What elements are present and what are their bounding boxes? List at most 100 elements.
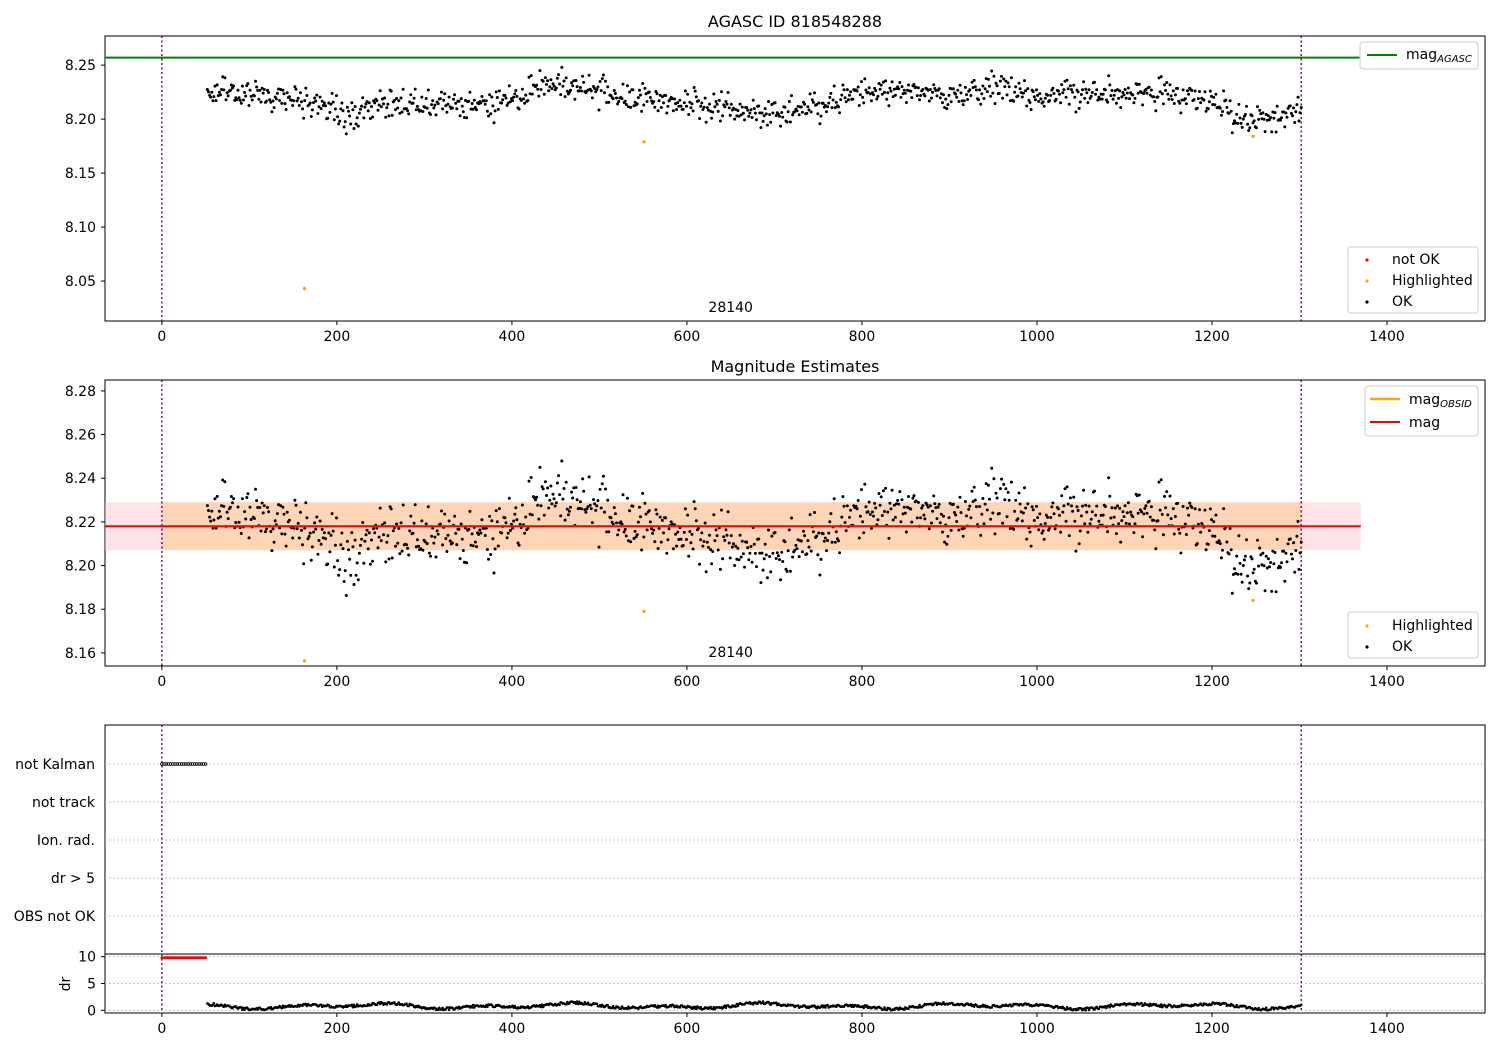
dr-point — [1299, 1003, 1303, 1007]
ok-point — [322, 531, 326, 535]
magnitude-xtick-label: 400 — [499, 674, 526, 690]
ok-point — [1108, 494, 1112, 498]
ok-point — [557, 474, 560, 478]
ok-point — [1236, 121, 1240, 125]
ok-point — [1299, 106, 1303, 109]
ok-point — [603, 510, 606, 514]
ok-point — [687, 554, 691, 558]
ok-point — [423, 540, 427, 544]
ok-point — [1247, 129, 1251, 132]
ok-point — [937, 502, 941, 506]
ok-point — [275, 512, 279, 516]
ok-point — [1257, 117, 1261, 121]
ok-point — [644, 512, 648, 516]
ok-point — [1203, 90, 1207, 94]
ok-point — [880, 92, 884, 96]
ok-point — [436, 102, 440, 106]
ok-point — [787, 528, 791, 532]
ok-point — [985, 508, 989, 512]
ok-point — [838, 111, 842, 115]
ok-point — [666, 104, 670, 108]
ok-point — [1283, 125, 1287, 129]
ok-point — [517, 107, 521, 111]
ok-point — [470, 102, 474, 105]
not-kalman-point — [179, 762, 184, 766]
ok-point — [671, 109, 675, 113]
dr-point — [578, 1000, 581, 1004]
ok-point — [506, 101, 510, 105]
ok-point — [729, 534, 733, 538]
ok-point — [915, 94, 919, 98]
ok-point — [1094, 92, 1098, 96]
ok-point — [507, 496, 511, 500]
ok-point — [1000, 477, 1003, 481]
ok-point — [1273, 551, 1277, 554]
ok-point — [1122, 515, 1126, 519]
agasc-xtick-label: 600 — [674, 329, 701, 345]
ok-point — [609, 516, 613, 520]
ok-point — [1017, 491, 1021, 495]
ok-point — [326, 562, 330, 566]
dr-point — [447, 1008, 451, 1012]
dr-point — [664, 1003, 667, 1007]
ok-point — [336, 559, 340, 563]
ok-point — [780, 550, 784, 554]
ok-point — [441, 543, 445, 547]
ok-point — [686, 513, 690, 517]
ok-point — [1029, 544, 1033, 548]
ok-point — [252, 517, 256, 520]
ok-point — [891, 518, 895, 522]
ok-point — [892, 503, 896, 507]
ok-point — [1123, 504, 1127, 508]
ok-point — [1161, 102, 1165, 106]
dr-point — [1158, 1005, 1162, 1008]
ok-point — [1270, 589, 1274, 593]
ok-point — [505, 536, 509, 540]
ok-point — [1264, 113, 1268, 116]
ok-point — [1212, 520, 1216, 524]
ok-point — [842, 88, 846, 92]
ok-point — [526, 99, 530, 102]
ok-point — [1292, 106, 1296, 110]
ok-point — [561, 497, 565, 501]
ok-point — [304, 86, 308, 90]
ok-point — [1079, 93, 1083, 96]
ok-point — [848, 515, 851, 519]
ok-point — [494, 90, 498, 94]
ok-point — [774, 557, 778, 560]
dr-point — [917, 1006, 920, 1009]
ok-point — [587, 73, 591, 77]
ok-point — [1121, 91, 1125, 94]
ok-point — [260, 86, 264, 90]
ok-point — [688, 100, 692, 104]
ok-point — [345, 539, 349, 543]
ok-point — [968, 88, 972, 92]
ok-point — [408, 529, 412, 533]
ok-point — [765, 576, 769, 580]
ok-point — [945, 107, 949, 111]
ok-point — [648, 96, 652, 99]
ok-point — [1083, 96, 1087, 100]
ok-point — [753, 551, 757, 555]
ok-point — [752, 107, 756, 111]
ok-point — [759, 126, 763, 130]
ok-point — [984, 482, 988, 486]
ok-point — [1247, 587, 1251, 591]
ok-point — [364, 533, 368, 537]
ok-point — [535, 495, 539, 499]
ok-point — [1251, 571, 1255, 575]
ok-point — [706, 545, 710, 549]
dr-point — [370, 1003, 373, 1007]
ok-point — [920, 506, 924, 510]
ok-point — [1217, 539, 1221, 543]
ok-point — [379, 105, 383, 109]
ok-point — [954, 92, 958, 96]
ok-point — [1259, 553, 1263, 557]
ok-point — [700, 101, 704, 105]
ok-point — [867, 500, 871, 504]
ok-point — [365, 528, 369, 532]
ok-point — [511, 99, 515, 103]
ok-point — [839, 98, 843, 102]
ok-point — [1159, 478, 1163, 482]
dr-point — [712, 1005, 716, 1009]
